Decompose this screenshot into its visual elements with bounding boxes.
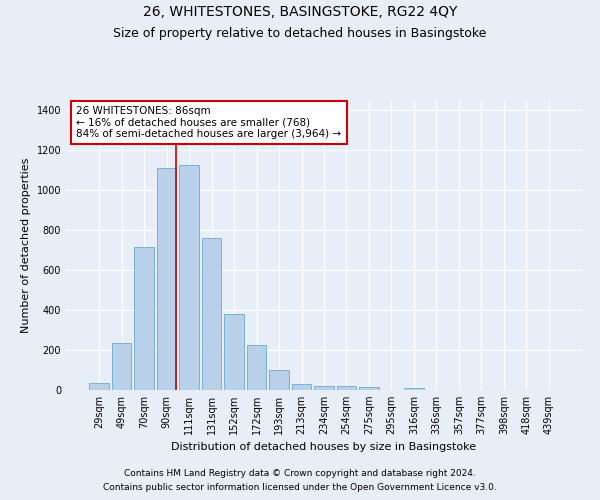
Text: 26, WHITESTONES, BASINGSTOKE, RG22 4QY: 26, WHITESTONES, BASINGSTOKE, RG22 4QY	[143, 5, 457, 19]
Bar	[89, 383, 109, 390]
Bar	[359, 387, 379, 390]
Bar	[157, 168, 176, 390]
Bar	[179, 165, 199, 390]
Text: 26 WHITESTONES: 86sqm
← 16% of detached houses are smaller (768)
84% of semi-det: 26 WHITESTONES: 86sqm ← 16% of detached …	[76, 106, 341, 139]
Bar	[292, 384, 311, 390]
Bar	[269, 370, 289, 390]
Bar	[337, 386, 356, 390]
Text: Contains public sector information licensed under the Open Government Licence v3: Contains public sector information licen…	[103, 484, 497, 492]
Text: Distribution of detached houses by size in Basingstoke: Distribution of detached houses by size …	[172, 442, 476, 452]
Bar	[134, 247, 154, 390]
Bar	[224, 314, 244, 390]
Bar	[404, 388, 424, 390]
Bar	[247, 345, 266, 390]
Bar	[202, 238, 221, 390]
Bar	[314, 386, 334, 390]
Text: Contains HM Land Registry data © Crown copyright and database right 2024.: Contains HM Land Registry data © Crown c…	[124, 468, 476, 477]
Text: Size of property relative to detached houses in Basingstoke: Size of property relative to detached ho…	[113, 28, 487, 40]
Bar	[112, 343, 131, 390]
Y-axis label: Number of detached properties: Number of detached properties	[21, 158, 31, 332]
